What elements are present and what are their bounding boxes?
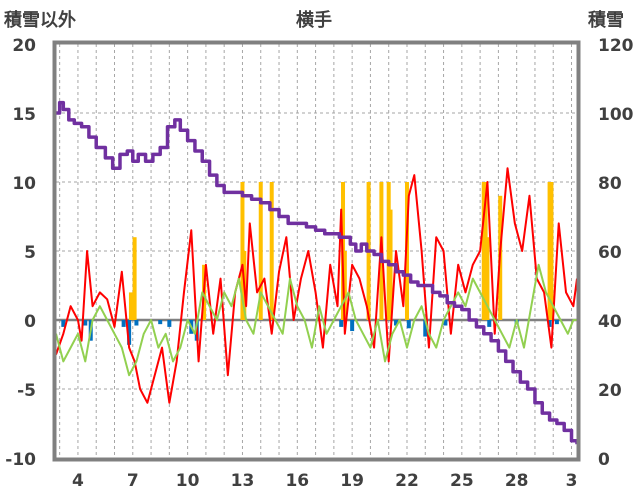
x-tick-label: 22 <box>395 471 419 491</box>
snowfall_bar-bar <box>549 182 554 320</box>
x-tick-label: 19 <box>340 471 364 491</box>
right-axis-title: 積雪 <box>587 9 624 31</box>
snow_depth-line <box>56 100 579 445</box>
precip_bar-bar <box>443 320 448 326</box>
x-tick-label: 7 <box>127 471 139 491</box>
precip_bar-bar <box>423 320 428 337</box>
left-y-tick-label: 5 <box>24 243 36 263</box>
precip_bar-bar <box>350 320 355 332</box>
precip_bar-bar <box>394 320 399 326</box>
precip_bar-bar <box>134 320 139 326</box>
precip_bar-bar <box>167 320 172 327</box>
right-y-tick-label: 0 <box>598 450 610 470</box>
precip_bar-bar <box>83 320 88 326</box>
x-tick-label: 13 <box>231 471 255 491</box>
precip_bar-bar <box>127 320 132 345</box>
precip_bar-bar <box>487 320 492 327</box>
right-y-tick-label: 60 <box>598 243 622 263</box>
right-y-tick-label: 40 <box>598 312 622 332</box>
x-tick-label: 25 <box>450 471 474 491</box>
snowfall_bar-bar <box>128 292 133 320</box>
left-y-tick-label: -5 <box>17 381 36 401</box>
precip_bar-bar <box>554 320 559 325</box>
right-y-tick-label: 120 <box>598 36 634 56</box>
series-lines <box>55 100 579 445</box>
precip_bar-bar <box>547 320 552 327</box>
right-y-tick-label: 80 <box>598 174 622 194</box>
precip_bar-bar <box>61 320 66 327</box>
temp_max-line <box>55 167 578 404</box>
x-tick-label: 4 <box>72 471 84 491</box>
temp_min-line <box>55 263 577 377</box>
x-tick-label: 3 <box>566 471 578 491</box>
snowfall_bar-bar <box>269 182 274 320</box>
x-tick-label: 16 <box>285 471 309 491</box>
right-y-axis: 120 100 80 60 40 20 0 <box>598 36 634 470</box>
x-tick-label: 10 <box>176 471 200 491</box>
left-y-axis: 20 15 10 5 0 -5 -10 <box>5 36 36 470</box>
left-y-tick-label: 10 <box>12 174 36 194</box>
chart-title: 横手 <box>296 9 332 31</box>
precip_bar-bar <box>406 320 411 329</box>
right-y-tick-label: 20 <box>598 381 622 401</box>
left-axis-title: 積雪以外 <box>3 9 76 31</box>
precip_bar-bar <box>121 320 126 327</box>
plot-frame <box>52 40 581 462</box>
precip_bar-bar <box>339 320 344 327</box>
left-y-tick-label: 0 <box>24 312 36 332</box>
left-y-tick-label: -10 <box>5 450 36 470</box>
snowfall_bar-bar <box>342 251 347 320</box>
snowfall_bar-bar <box>132 237 137 320</box>
left-y-tick-label: 15 <box>12 105 36 125</box>
snowfall_bar-bar <box>258 182 263 320</box>
x-tick-label: 28 <box>505 471 529 491</box>
left-y-tick-label: 20 <box>12 36 36 56</box>
x-axis: 4 7 10 13 16 19 22 25 28 3 <box>72 471 577 491</box>
precip_bar-bar <box>158 320 163 325</box>
right-y-tick-label: 100 <box>598 105 634 125</box>
snowfall_bar-bar <box>485 237 490 320</box>
